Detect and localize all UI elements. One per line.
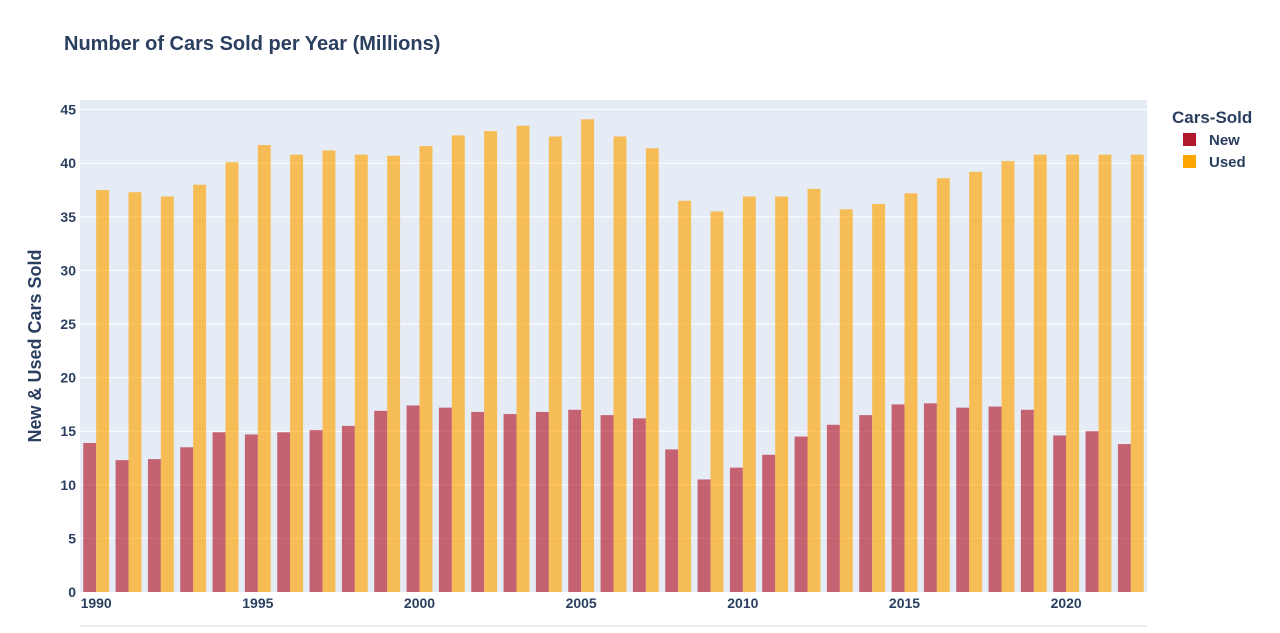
legend: Cars-Sold New Used — [1172, 108, 1252, 171]
bar-new-1997[interactable] — [309, 430, 323, 592]
bar-new-2021[interactable] — [1085, 431, 1099, 592]
y-axis-title: New & Used Cars Sold — [25, 249, 45, 442]
bar-used-2008[interactable] — [678, 200, 692, 592]
bar-used-2004[interactable] — [548, 136, 562, 592]
bar-used-2018[interactable] — [1001, 161, 1015, 593]
x-tick-label: 1995 — [242, 595, 273, 611]
bar-used-2012[interactable] — [807, 188, 821, 592]
bar-new-1999[interactable] — [374, 410, 388, 592]
bar-new-2005[interactable] — [568, 409, 582, 592]
bar-used-2013[interactable] — [839, 209, 853, 593]
bar-used-1990[interactable] — [96, 190, 110, 592]
bar-new-1993[interactable] — [180, 447, 194, 592]
y-tick-label: 20 — [60, 370, 76, 386]
bar-new-2012[interactable] — [794, 436, 808, 592]
bar-used-1993[interactable] — [193, 184, 207, 592]
bar-new-2011[interactable] — [762, 454, 776, 592]
bar-used-1996[interactable] — [290, 154, 304, 592]
legend-label-used: Used — [1209, 154, 1246, 171]
bar-used-2015[interactable] — [904, 193, 918, 593]
bars — [83, 119, 1144, 593]
bar-used-2020[interactable] — [1066, 154, 1080, 592]
bar-used-1995[interactable] — [257, 145, 271, 593]
bar-used-2000[interactable] — [419, 146, 433, 593]
bar-new-1995[interactable] — [244, 434, 258, 592]
bar-used-2022[interactable] — [1130, 154, 1144, 592]
x-tick-labels: 1990 1995 2000 2005 2010 2015 2020 — [81, 595, 1082, 611]
bar-used-1998[interactable] — [354, 154, 368, 592]
bar-used-2017[interactable] — [969, 171, 983, 592]
bar-used-2019[interactable] — [1033, 154, 1047, 592]
x-tick-label: 1990 — [81, 595, 112, 611]
bar-new-2017[interactable] — [956, 407, 970, 592]
legend-title: Cars-Sold — [1172, 108, 1252, 127]
y-tick-label: 0 — [68, 584, 76, 600]
x-tick-label: 2020 — [1051, 595, 1082, 611]
y-tick-label: 15 — [60, 423, 76, 439]
bar-new-2006[interactable] — [600, 415, 614, 592]
bar-used-1999[interactable] — [387, 155, 401, 592]
bar-new-2008[interactable] — [665, 449, 679, 592]
y-tick-label: 10 — [60, 477, 76, 493]
bar-used-1991[interactable] — [128, 192, 142, 592]
bar-new-2022[interactable] — [1117, 444, 1131, 592]
y-tick-label: 25 — [60, 316, 76, 332]
legend-item-new[interactable]: New — [1183, 132, 1240, 149]
bar-new-2018[interactable] — [988, 406, 1002, 592]
bar-new-2002[interactable] — [471, 411, 485, 592]
bar-used-2011[interactable] — [775, 196, 789, 592]
x-tick-label: 2005 — [566, 595, 597, 611]
bar-used-2014[interactable] — [872, 203, 886, 592]
bar-used-2003[interactable] — [516, 125, 530, 592]
bar-new-2007[interactable] — [632, 418, 646, 592]
bar-used-2016[interactable] — [936, 178, 950, 593]
bar-new-2015[interactable] — [891, 404, 905, 592]
y-tick-label: 35 — [60, 209, 76, 225]
bar-used-2007[interactable] — [645, 148, 659, 592]
y-tick-label: 40 — [60, 155, 76, 171]
bar-used-1992[interactable] — [160, 196, 174, 592]
y-tick-label: 45 — [60, 102, 76, 118]
bar-used-1997[interactable] — [322, 150, 336, 592]
bar-used-1994[interactable] — [225, 162, 239, 593]
bar-new-2020[interactable] — [1053, 435, 1067, 592]
chart-title: Number of Cars Sold per Year (Millions) — [64, 33, 440, 55]
legend-item-used[interactable]: Used — [1183, 154, 1246, 171]
y-tick-labels: 0 5 10 15 20 25 30 35 40 45 — [60, 102, 76, 600]
bar-used-2002[interactable] — [484, 131, 498, 592]
bar-new-2014[interactable] — [859, 415, 873, 592]
bar-new-2000[interactable] — [406, 405, 420, 592]
bar-used-2001[interactable] — [451, 135, 465, 592]
bar-new-1990[interactable] — [83, 443, 97, 592]
bar-used-2005[interactable] — [581, 119, 595, 592]
legend-label-new: New — [1209, 132, 1240, 149]
bar-used-2009[interactable] — [710, 211, 724, 593]
bar-new-1992[interactable] — [147, 459, 161, 592]
bar-new-2003[interactable] — [503, 414, 517, 592]
legend-swatch-new — [1183, 133, 1196, 146]
bar-new-2013[interactable] — [826, 424, 840, 592]
bar-new-1996[interactable] — [277, 432, 291, 592]
bar-new-2004[interactable] — [535, 411, 549, 592]
bar-new-1998[interactable] — [341, 425, 355, 592]
bar-used-2021[interactable] — [1098, 154, 1112, 592]
x-tick-label: 2000 — [404, 595, 435, 611]
y-tick-label: 5 — [68, 530, 76, 546]
bar-new-2019[interactable] — [1020, 409, 1034, 592]
bar-new-2009[interactable] — [697, 479, 711, 592]
bar-new-2016[interactable] — [923, 403, 937, 592]
bar-new-1991[interactable] — [115, 460, 129, 592]
bar-used-2010[interactable] — [742, 196, 756, 592]
legend-swatch-used — [1183, 155, 1196, 168]
bar-used-2006[interactable] — [613, 136, 627, 592]
bar-new-1994[interactable] — [212, 432, 226, 592]
x-tick-label: 2010 — [727, 595, 758, 611]
y-tick-label: 30 — [60, 262, 76, 278]
bar-new-2001[interactable] — [438, 407, 452, 592]
x-tick-label: 2015 — [889, 595, 920, 611]
bar-new-2010[interactable] — [729, 467, 743, 592]
